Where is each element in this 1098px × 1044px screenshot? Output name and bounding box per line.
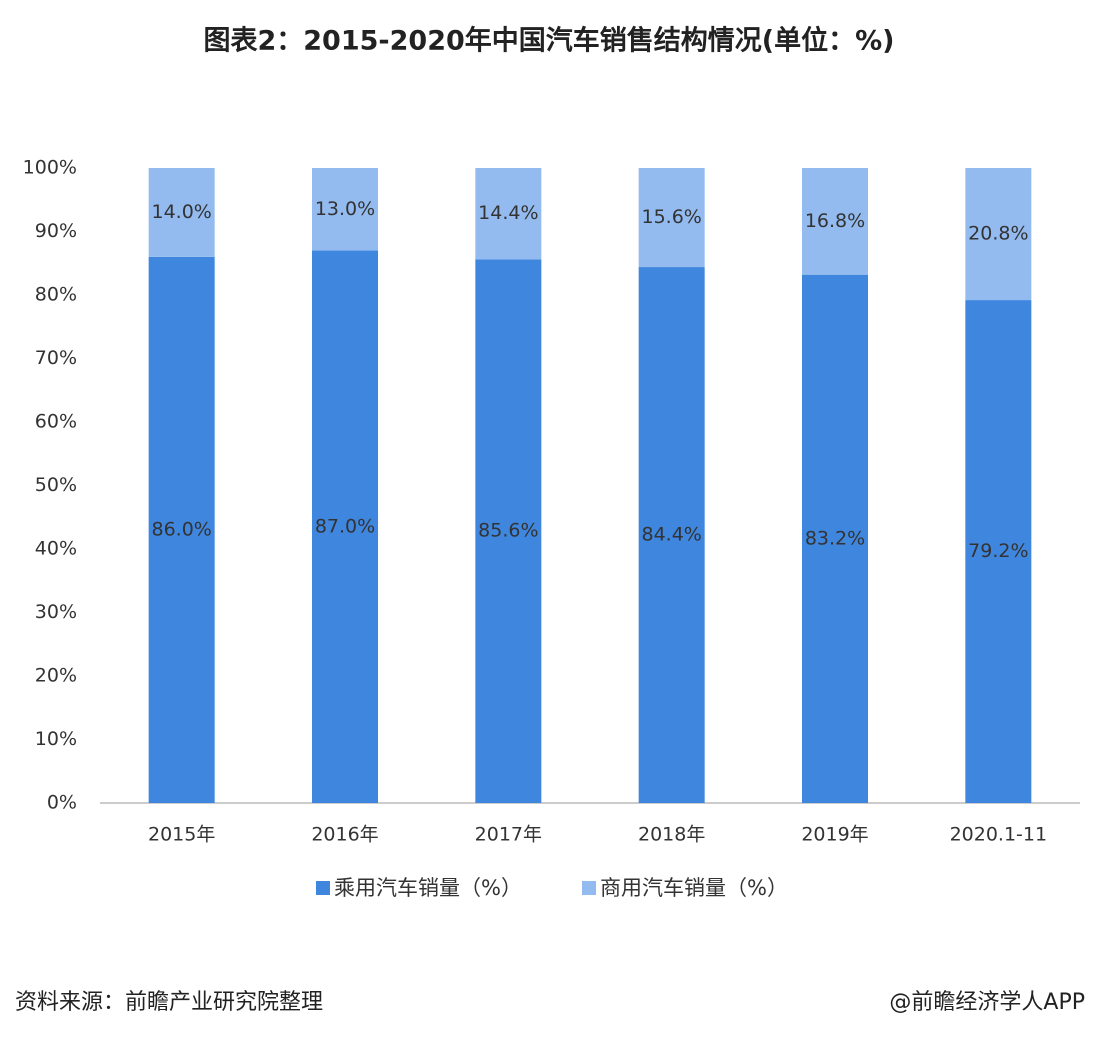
data-label: 87.0%: [315, 515, 375, 537]
legend-swatch: [316, 881, 330, 895]
chart-title: 图表2：2015-2020年中国汽车销售结构情况(单位：%): [203, 25, 894, 57]
y-tick-label: 70%: [35, 347, 77, 369]
data-label: 79.2%: [968, 540, 1028, 562]
data-label: 20.8%: [968, 223, 1028, 245]
x-tick-label: 2020.1-11: [950, 824, 1048, 846]
legend-label: 乘用汽车销量（%）: [334, 876, 522, 900]
data-label: 83.2%: [805, 527, 865, 549]
data-label: 14.0%: [151, 201, 211, 223]
bar-segment: [965, 300, 1032, 803]
data-label: 86.0%: [151, 518, 211, 540]
data-label: 84.4%: [641, 524, 701, 546]
bar-segment: [802, 168, 868, 275]
source: 资料来源：前瞻产业研究院整理: [15, 990, 323, 1015]
bar-segment: [638, 168, 705, 268]
legend-label: 商用汽车销量（%）: [600, 876, 788, 900]
legend-swatch: [582, 881, 596, 895]
data-label: 14.4%: [478, 202, 538, 224]
credit: @前瞻经济学人APP: [889, 990, 1085, 1015]
bar-segment: [802, 274, 868, 803]
y-tick-label: 80%: [35, 284, 77, 306]
bar-segment: [312, 250, 378, 804]
y-tick-label: 60%: [35, 411, 77, 433]
bar-segment: [638, 267, 705, 803]
bar-segment: [148, 256, 215, 803]
x-tick-label: 2017年: [475, 824, 542, 846]
y-tick-label: 30%: [35, 601, 77, 623]
y-tick-label: 10%: [35, 728, 77, 750]
y-tick-label: 0%: [47, 792, 77, 814]
bar-segment: [475, 259, 542, 803]
x-tick-label: 2019年: [801, 824, 868, 846]
data-label: 15.6%: [641, 206, 701, 228]
data-label: 85.6%: [478, 520, 538, 542]
bar-segment: [312, 168, 378, 251]
y-tick-label: 40%: [35, 538, 77, 560]
x-tick-label: 2015年: [148, 824, 215, 846]
y-tick-label: 90%: [35, 220, 77, 242]
y-tick-label: 20%: [35, 665, 77, 687]
y-tick-label: 50%: [35, 474, 77, 496]
data-label: 13.0%: [315, 198, 375, 220]
bar-segment: [475, 168, 542, 260]
bar-segment: [965, 168, 1032, 301]
bar-segment: [148, 168, 215, 257]
y-tick-label: 100%: [23, 157, 77, 179]
data-label: 16.8%: [805, 210, 865, 232]
x-tick-label: 2016年: [311, 824, 378, 846]
x-tick-label: 2018年: [638, 824, 705, 846]
